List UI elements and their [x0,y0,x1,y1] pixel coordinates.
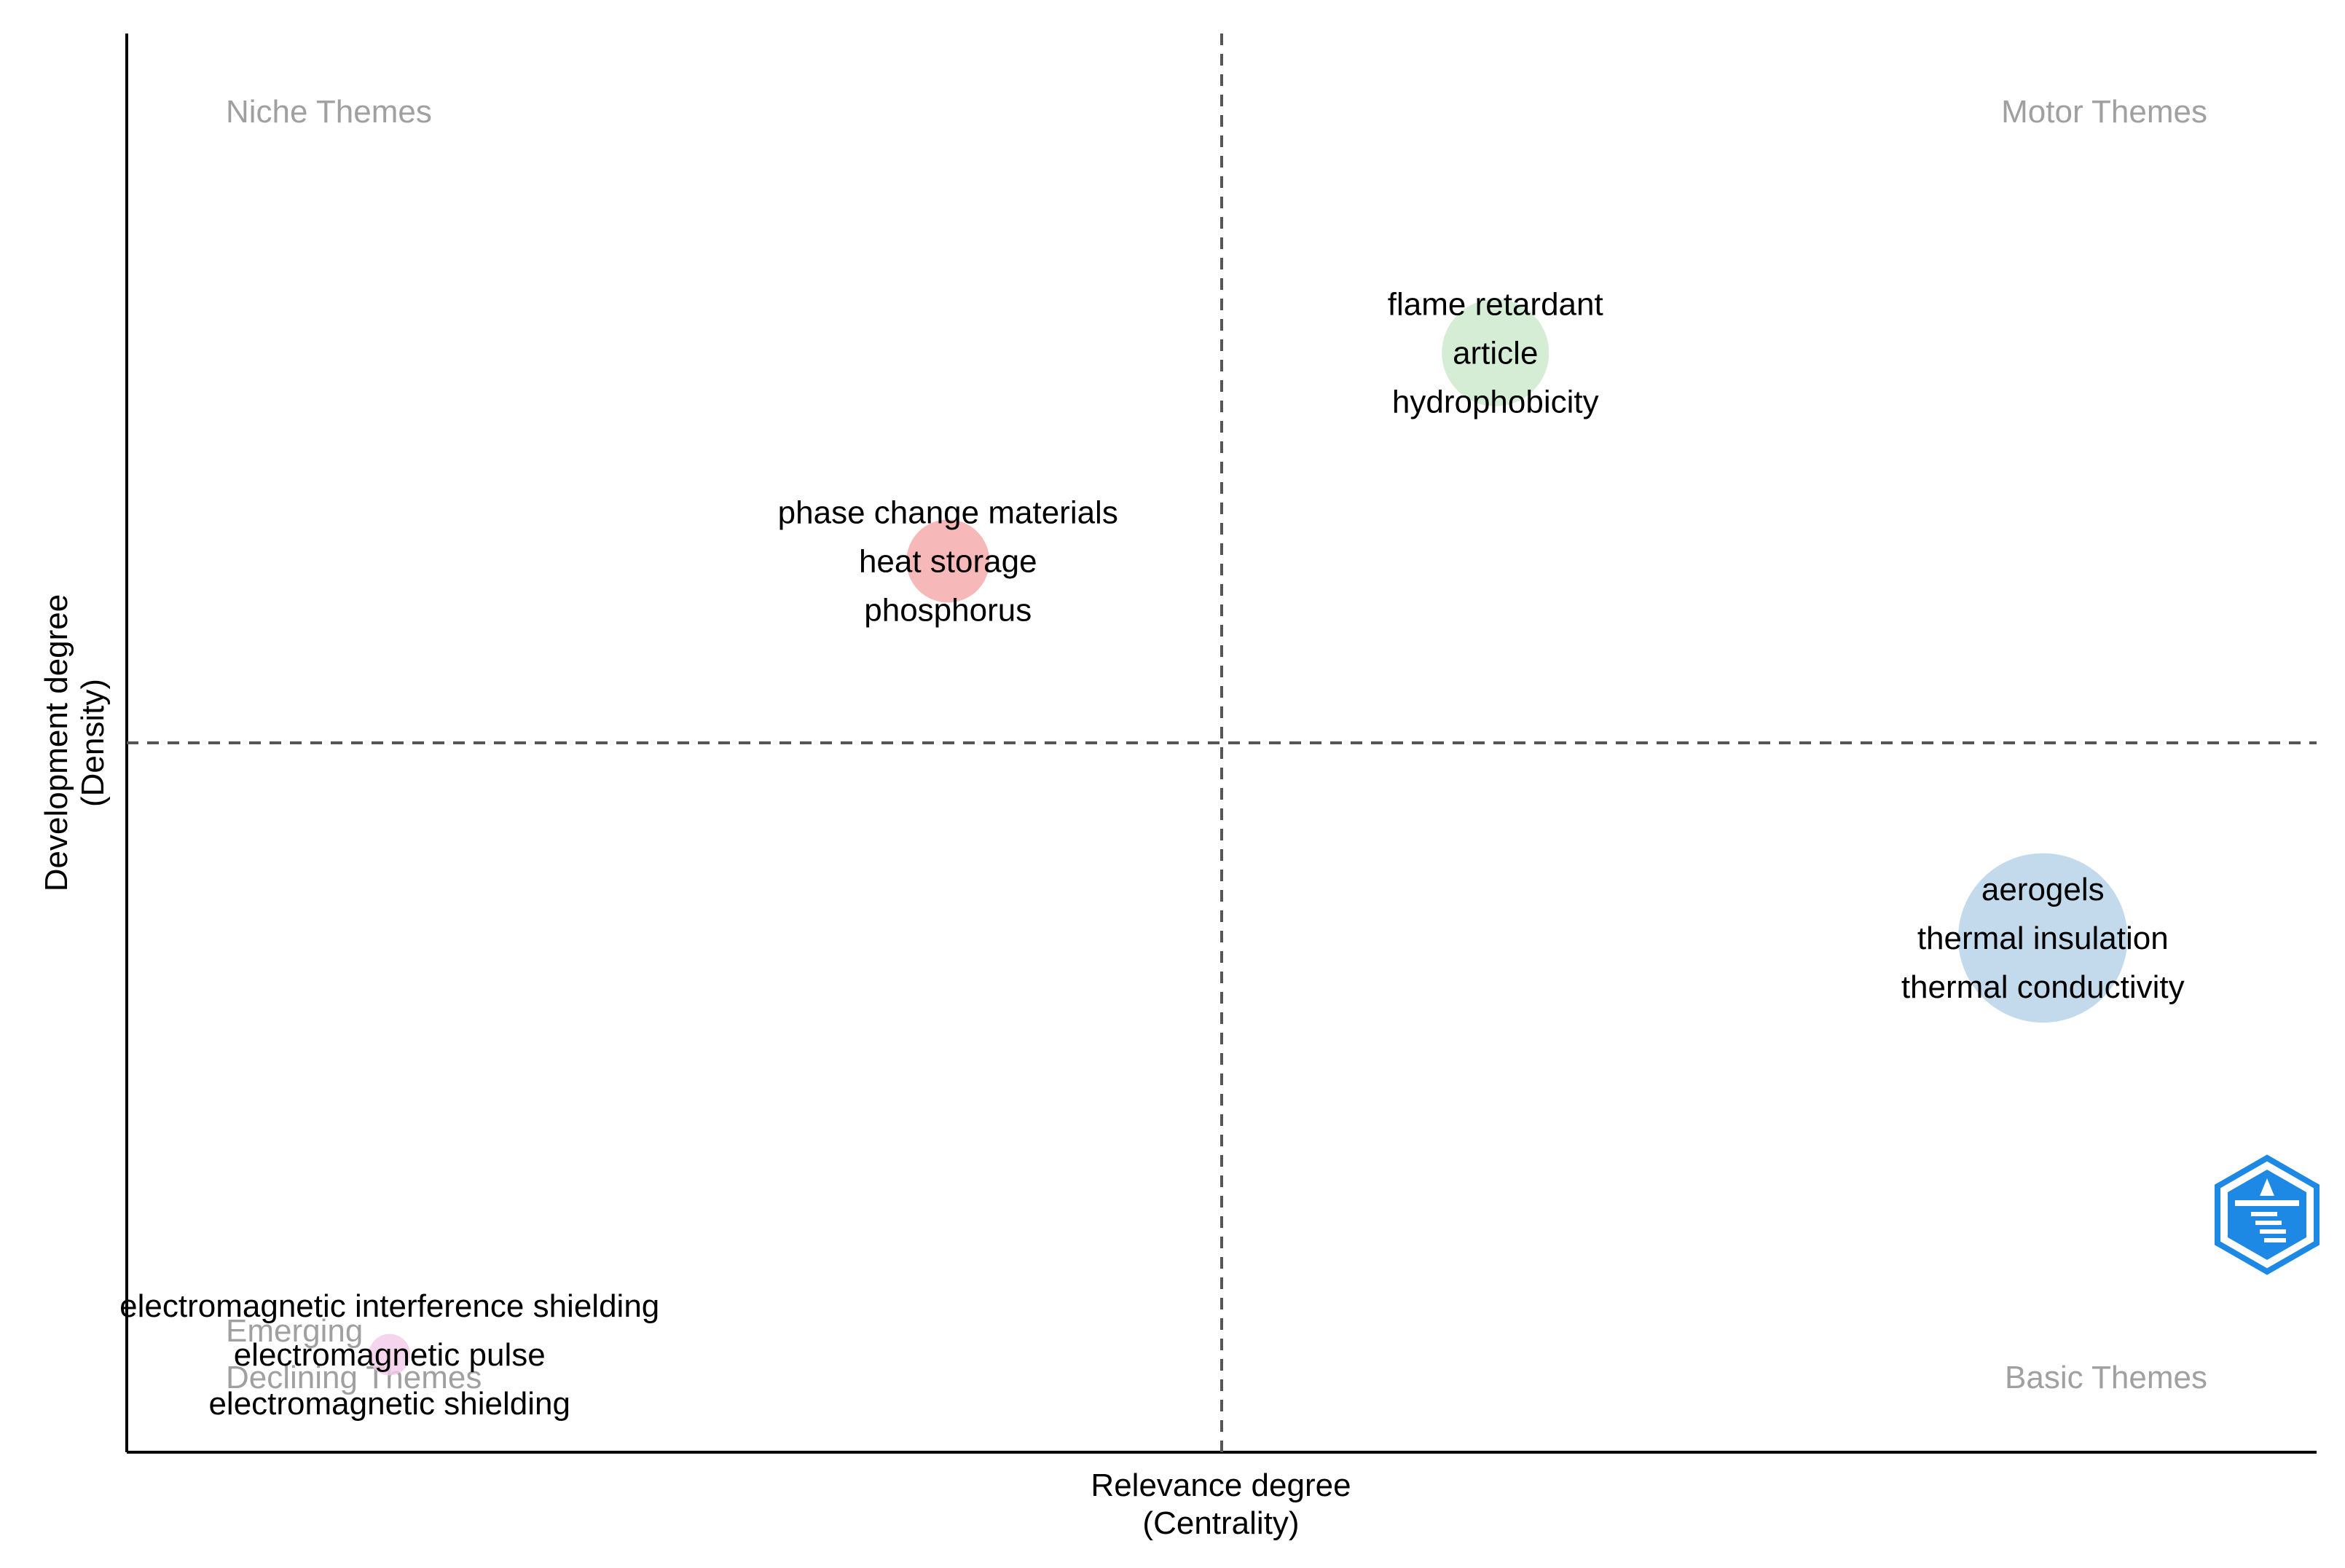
cluster-bubble [369,1333,411,1376]
quadrant-label-basic: Basic Themes [2005,1360,2207,1395]
cluster-label: electromagnetic interference shielding [119,1288,659,1324]
x-axis-subtitle: (Centrality) [1142,1505,1299,1541]
quadrant-label-motor: Motor Themes [2001,94,2207,130]
cluster-label: thermal insulation [1917,921,2169,956]
cluster-bubble [1957,853,2128,1023]
cluster-label: article [1453,335,1538,371]
bibliometrix-logo-icon [2215,1154,2320,1275]
x-axis-title: Relevance degree [1091,1467,1351,1503]
cluster-label: heat storage [859,543,1037,579]
cluster-bubble [906,519,990,603]
cluster-label: aerogels [1981,872,2105,907]
cluster-label: electromagnetic shielding [208,1386,570,1422]
cluster-label: thermal conductivity [1901,969,2185,1005]
cluster-label: phase change materials [778,495,1118,530]
cluster-bubble [1442,299,1549,406]
quadrant-label-niche: Niche Themes [226,94,432,130]
cluster-bubbles [369,299,2128,1376]
y-axis-title: Development degree [39,594,74,891]
cluster-label: electromagnetic pulse [234,1337,546,1373]
quadrant-label-emerging: Emerging [226,1313,363,1349]
quadrant-label-declining: Declining Themes [226,1360,482,1395]
cluster-label: phosphorus [864,592,1032,628]
cluster-label: hydrophobicity [1392,384,1599,419]
cluster-label: flame retardant [1388,286,1603,322]
y-axis-subtitle: (Density) [75,679,111,807]
cluster-labels: flame retardant article hydrophobicity phas… [119,286,2184,1422]
